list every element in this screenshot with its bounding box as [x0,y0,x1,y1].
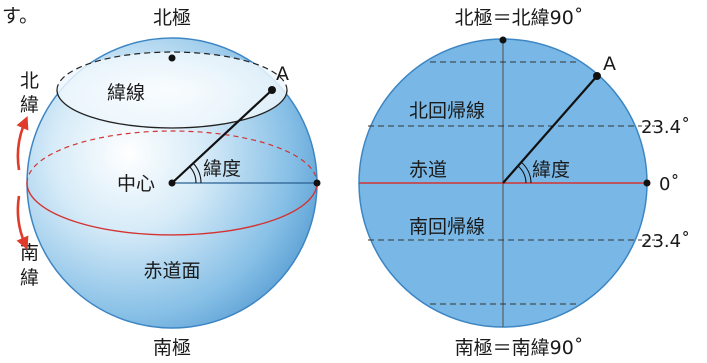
equator-edge-dot [313,179,321,187]
latitude-line-label: 緯線 [107,82,145,104]
right-point-A-dot [593,72,601,80]
left-globe: 北極 南極 緯線 A 中心 緯度 赤道面 北 緯 南 緯 [16,7,321,359]
lat-value-zero: 0˚ [659,174,679,195]
right-north-pole-label: 北極＝北緯90˚ [455,7,584,29]
latitude-cap-fill [57,52,287,128]
north-pole-dot [168,54,176,62]
tropic-of-capricorn-label: 南回帰線 [409,216,485,238]
equator-front [26,182,318,236]
equator-back [26,130,318,184]
equator-label: 赤道 [409,159,447,181]
right-south-pole-label: 南極＝南緯90˚ [455,337,584,359]
left-point-A-label: A [276,63,289,85]
right-equator-dot [643,179,651,187]
left-south-pole-label: 南極 [153,337,191,359]
left-latitude-label: 緯度 [203,158,241,180]
right-angle-arc [517,165,527,184]
angle-arc-outer [192,162,202,184]
left-north-pole-label: 北極 [153,7,191,29]
right-latitude-label: 緯度 [532,159,570,181]
right-angle-arc-outer [520,161,532,184]
south-latitude-label-1: 南 [20,242,39,264]
north-latitude-label-1: 北 [20,70,39,92]
north-latitude-label-2: 緯 [20,94,39,116]
right-point-A-label: A [603,53,616,75]
lat-value-north: 23.4˚ [641,117,690,138]
radius-to-A [171,89,273,184]
latitude-line-front [56,89,288,129]
right-north-pole-dot [499,36,507,44]
right-radius-to-A [502,75,598,184]
north-arrow [16,116,29,171]
stray-text: す。 [2,5,38,27]
center-dot [168,179,176,187]
center-label: 中心 [117,173,155,195]
lat-value-south: 23.4˚ [641,231,690,252]
equatorial-plane-label: 赤道面 [143,260,200,282]
south-latitude-label-2: 緯 [20,267,39,289]
point-A-dot [268,86,276,94]
south-arrow [16,195,29,250]
right-globe: 北極＝北緯90˚ 南極＝南緯90˚ A 北回帰線 赤道 緯度 南回帰線 23.4… [358,7,690,359]
latitude-line-back [56,51,288,91]
tropic-of-cancer-label: 北回帰線 [409,100,485,122]
angle-arc [188,165,197,184]
